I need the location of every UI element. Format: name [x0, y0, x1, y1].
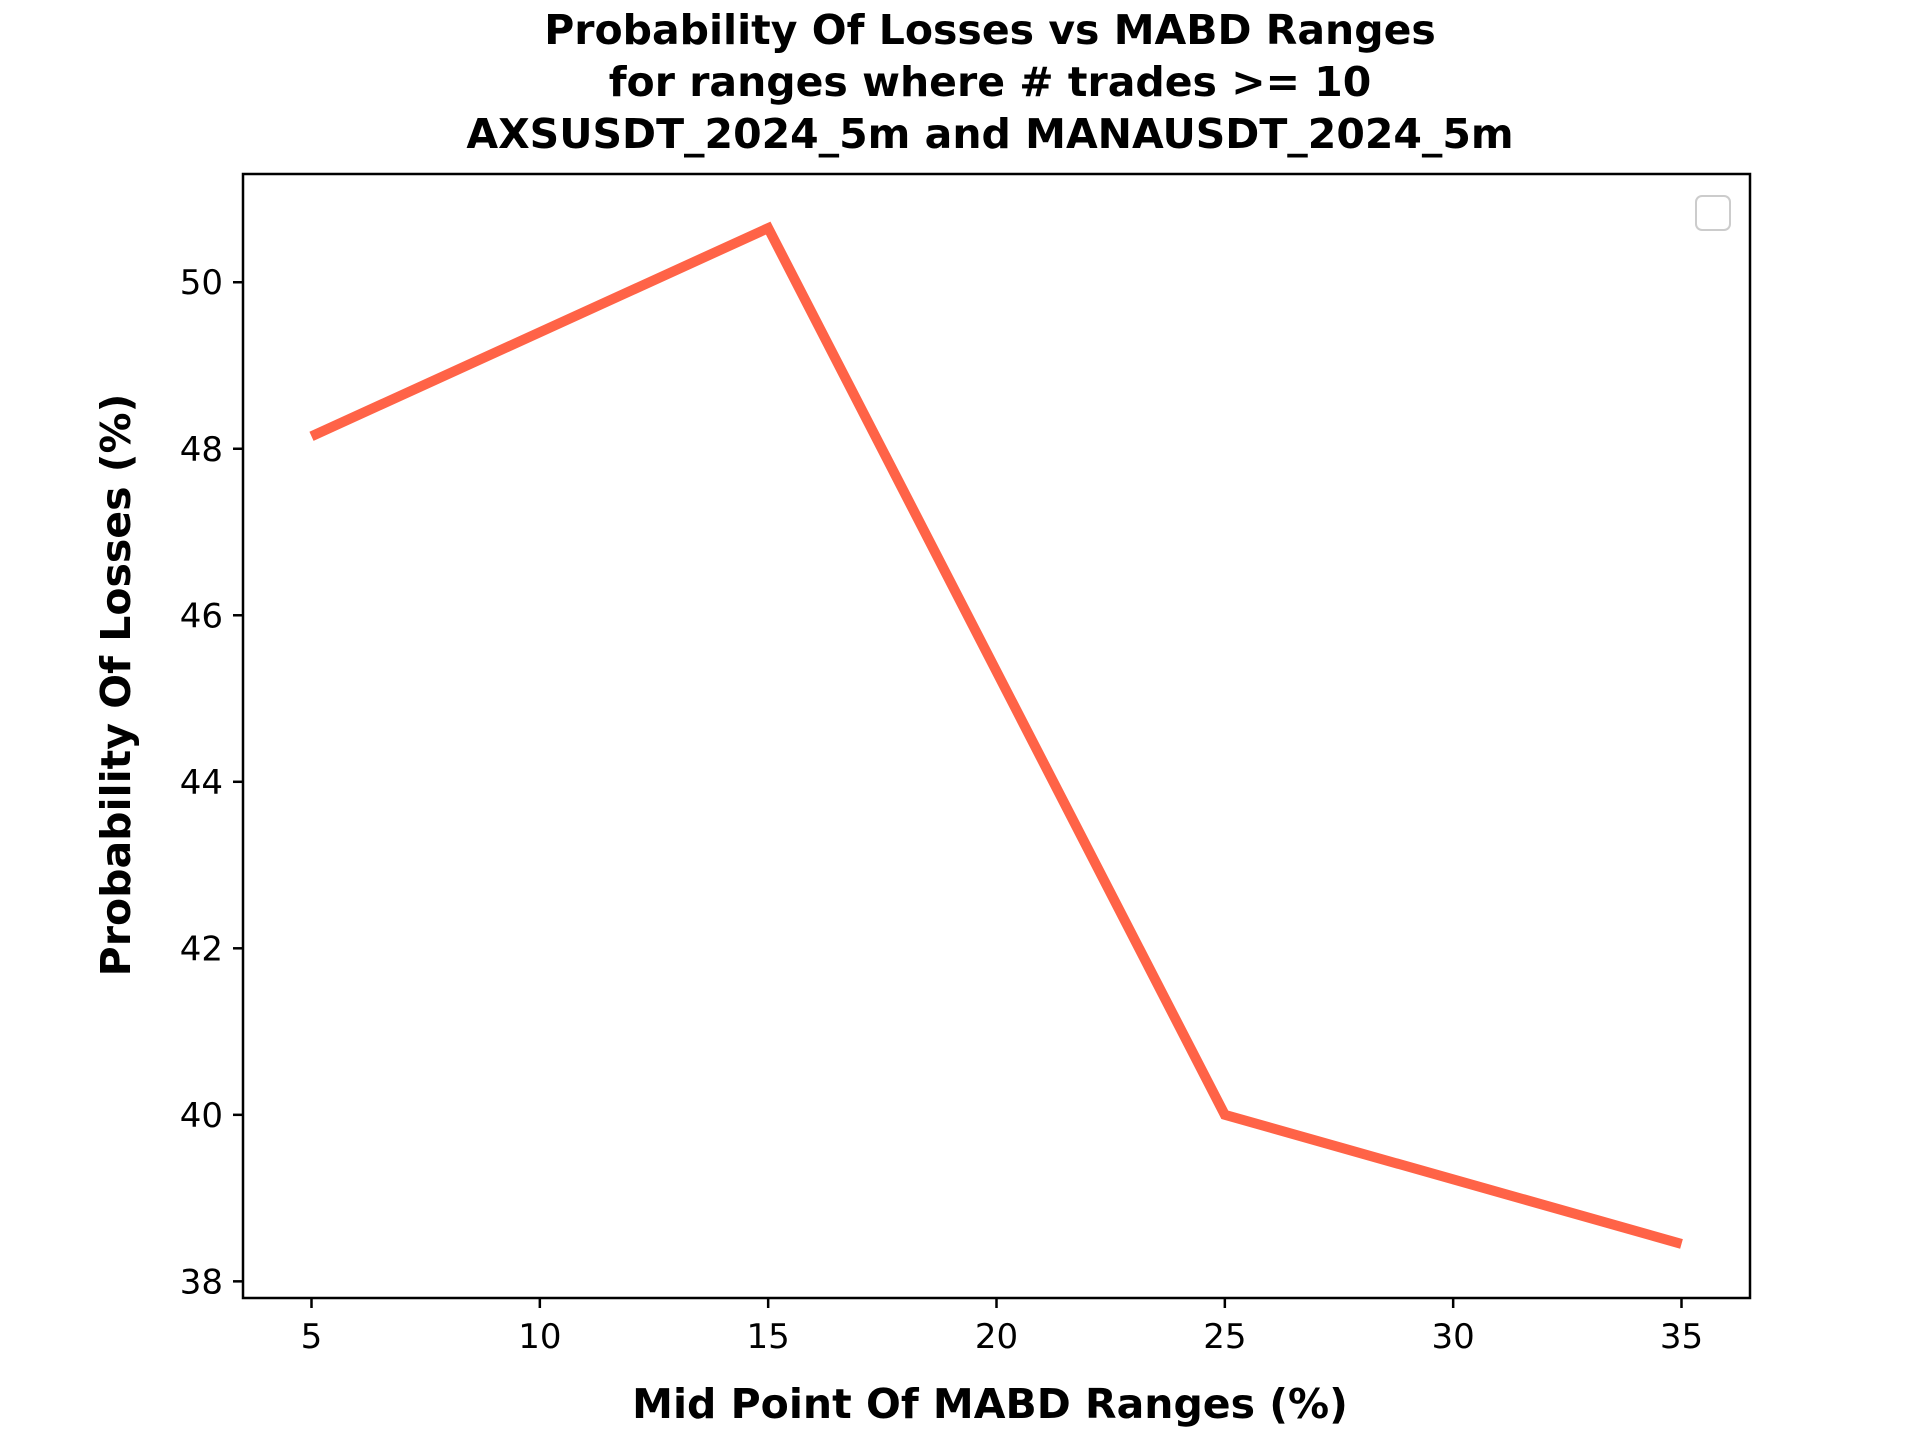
series-group [309, 221, 1683, 1249]
x-tick-label: 30 [1432, 1317, 1475, 1357]
plot-frame [241, 172, 1752, 1300]
x-tick-label: 20 [975, 1317, 1018, 1357]
x-tick-label: 15 [747, 1317, 790, 1357]
y-axis-label: Probability Of Losses (%) [92, 394, 140, 977]
series-line-1 [309, 221, 1683, 1249]
chart-title-line-3: AXSUSDT_2024_5m and MANAUSDT_2024_5m [466, 110, 1513, 158]
y-tick-label: 50 [180, 263, 223, 303]
y-tick-label: 40 [180, 1096, 223, 1136]
x-tick-label: 10 [518, 1317, 561, 1357]
legend-box [1695, 195, 1731, 231]
x-tick-label: 5 [301, 1317, 323, 1357]
x-axis: 5 10 15 20 25 30 35 [301, 1298, 1703, 1357]
y-tick-label: 42 [180, 929, 223, 969]
y-tick-label: 48 [180, 430, 223, 470]
y-tick-label: 46 [180, 596, 223, 636]
plot-area: 5 10 15 20 25 30 35 38 40 42 44 46 48 50 [180, 172, 1752, 1357]
x-axis-label: Mid Point Of MABD Ranges (%) [632, 1380, 1348, 1428]
y-tick-label: 44 [180, 763, 223, 803]
x-tick-label: 25 [1203, 1317, 1246, 1357]
y-axis: 38 40 42 44 46 48 50 [180, 263, 243, 1302]
chart-title: Probability Of Losses vs MABD Ranges for… [466, 6, 1513, 158]
chart-title-line-1: Probability Of Losses vs MABD Ranges [544, 6, 1436, 54]
x-tick-label: 35 [1660, 1317, 1703, 1357]
y-tick-label: 38 [180, 1262, 223, 1302]
chart-title-line-2: for ranges where # trades >= 10 [609, 58, 1372, 106]
